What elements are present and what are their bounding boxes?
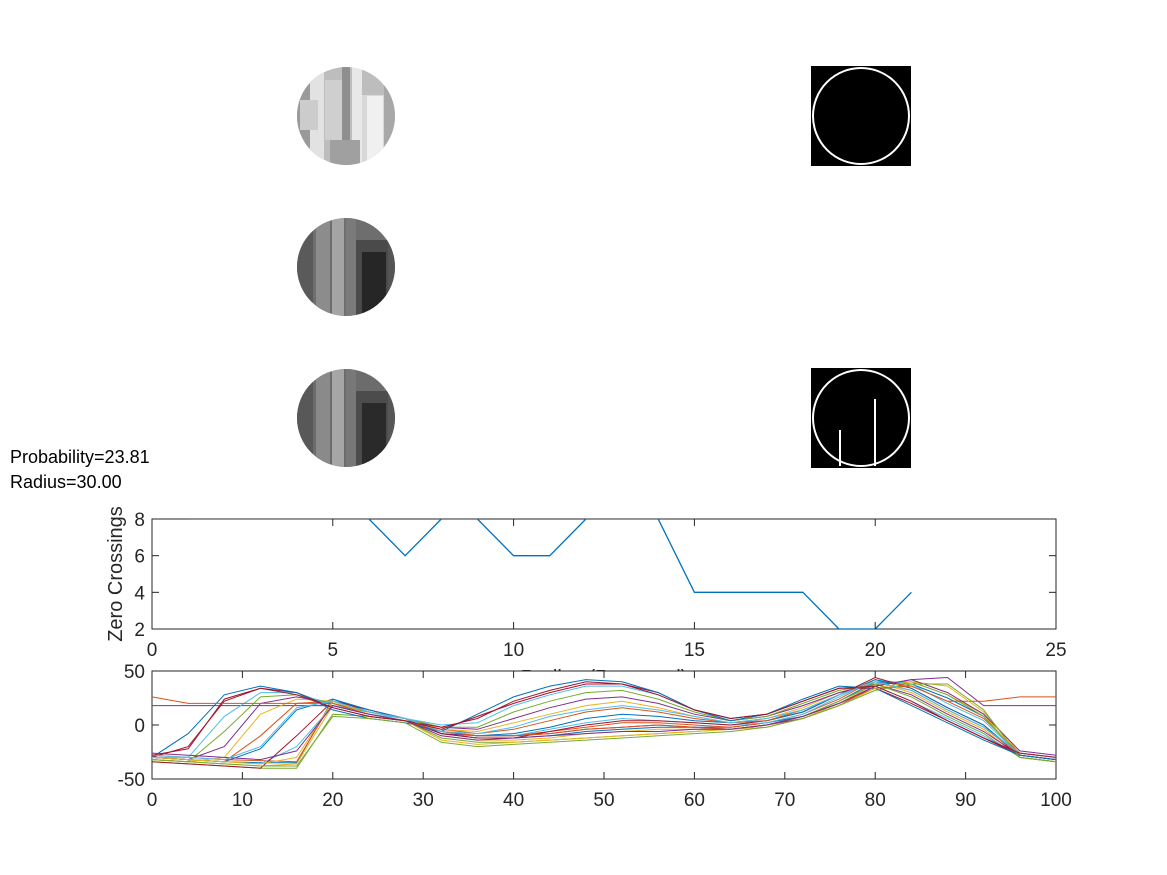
chart2-y-tick-label: 0	[134, 716, 145, 737]
chart1-x-tick-label: 25	[1045, 640, 1066, 661]
mask-circle	[811, 66, 911, 166]
chart2-x-tick-label: 50	[593, 790, 614, 811]
chart2-series-line	[152, 679, 1056, 761]
chart1-y-tick-label: 4	[134, 583, 145, 604]
chart2-series-line	[152, 681, 1056, 761]
chart2-series-line	[152, 683, 1056, 761]
chart2-x-tick-label: 60	[684, 790, 705, 811]
chart2-y-tick-label: 50	[124, 662, 145, 683]
edge-mask	[811, 368, 911, 468]
chart2-x-tick-label: 90	[955, 790, 976, 811]
chart1-x-tick-label: 5	[328, 640, 339, 661]
chart1-y-axis-label: Zero Crossings	[105, 506, 127, 642]
chart1-y-tick-label: 6	[134, 547, 145, 568]
chart1-series-line	[188, 519, 912, 629]
chart2-x-tick-label: 100	[1040, 790, 1072, 811]
radius-annotation: Radius=30.00	[10, 472, 122, 492]
chart2-series-line	[152, 683, 1056, 758]
chart1-x-tick-label: 0	[147, 640, 158, 661]
chart1-x-tick-label: 15	[684, 640, 705, 661]
chart2-series-line	[152, 679, 1056, 761]
chart1-x-tick-label: 10	[503, 640, 524, 661]
chart1-y-tick-label: 8	[134, 510, 145, 531]
chart2-x-tick-label: 70	[774, 790, 795, 811]
chart2-x-tick-label: 30	[413, 790, 434, 811]
chart2-x-tick-label: 0	[147, 790, 158, 811]
chart2-series-line	[152, 685, 1056, 737]
chart2-x-tick-label: 20	[322, 790, 343, 811]
chart2-series-line	[152, 681, 1056, 763]
probability-annotation: Probability=23.81	[10, 447, 150, 467]
chart2-y-tick-label: -50	[118, 770, 145, 791]
chart2-x-tick-label: 40	[503, 790, 524, 811]
smoothed-patch	[297, 369, 395, 467]
filtered-patch	[297, 218, 395, 316]
chart2-x-tick-label: 80	[865, 790, 886, 811]
chart2-series-line	[152, 683, 1056, 767]
chart1-x-tick-label: 20	[865, 640, 886, 661]
chart1-plot-area	[151, 518, 1057, 630]
chart2-x-tick-label: 10	[232, 790, 253, 811]
original-patch	[297, 67, 395, 165]
chart2-series-line	[152, 681, 1056, 765]
chart1-y-tick-label: 2	[134, 620, 145, 641]
chart2-series-line	[152, 683, 1056, 763]
